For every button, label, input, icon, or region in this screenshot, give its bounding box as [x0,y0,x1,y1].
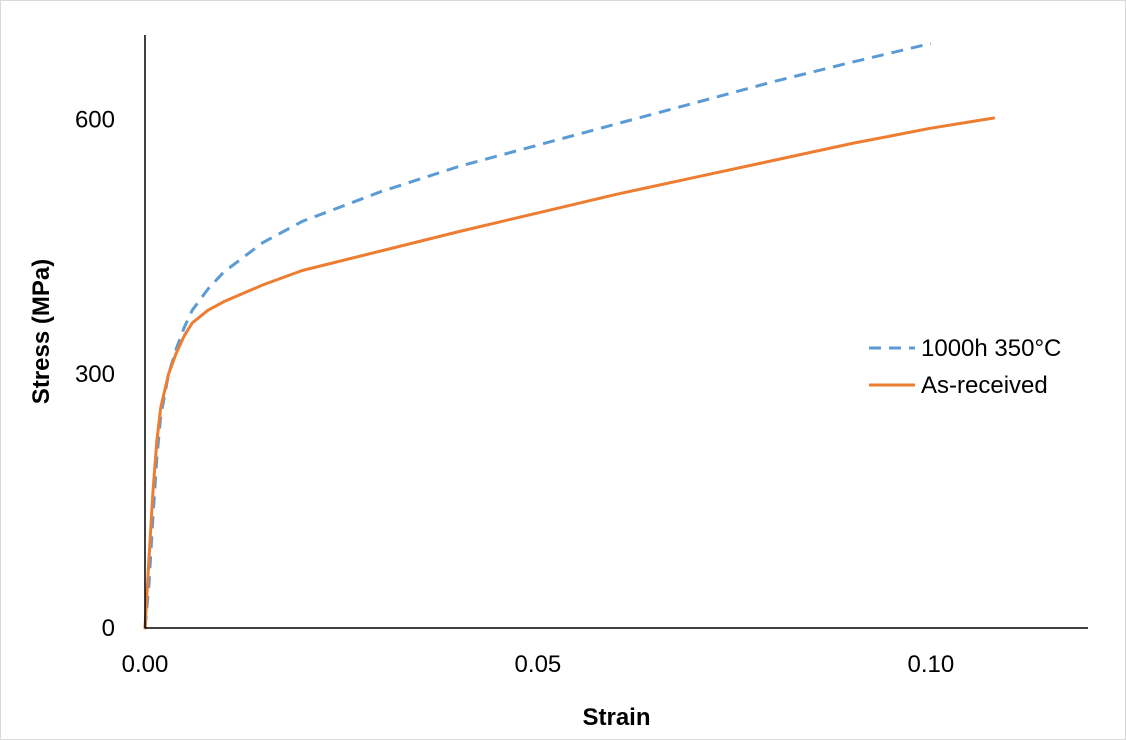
series-layer [143,42,996,630]
x-tick-label: 0.10 [907,651,954,678]
legend-label-1000h-350c: 1000h 350°C [921,335,1061,362]
x-tick-label: 0.05 [515,651,562,678]
x-tick-label: 0.00 [122,651,169,678]
y-tick-label: 300 [75,361,115,388]
y-tick-label: 600 [75,107,115,134]
series-line-1000h-350c [143,42,932,629]
y-axis-title: Stress (MPa) [28,259,55,404]
legend: 1000h 350°C As-received [869,335,1061,399]
x-axis-title: Strain [582,704,650,731]
y-tick-label: 0 [102,615,115,642]
tick-label-layer: 0 300 600 0.00 0.05 0.10 [75,107,954,678]
series-line-as-received [143,116,996,630]
legend-label-as-received: As-received [921,372,1048,399]
